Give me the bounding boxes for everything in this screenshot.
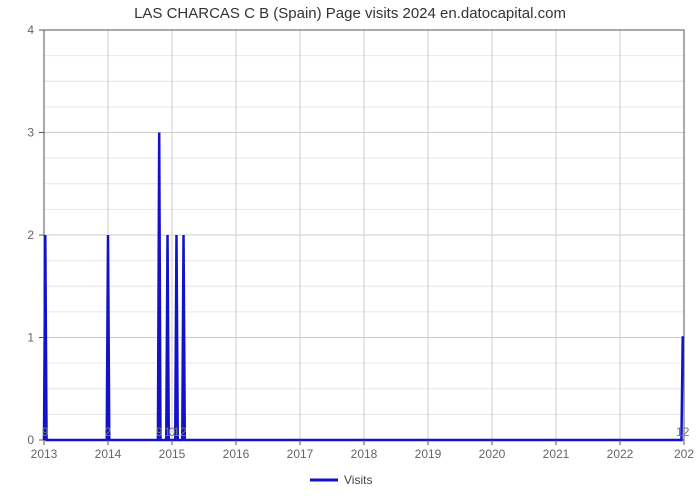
- chart-container: { "chart": { "type": "line", "title": "L…: [0, 0, 700, 500]
- y-tick-label: 1: [27, 331, 34, 345]
- value-label: 9: [156, 425, 163, 439]
- y-tick-label: 3: [27, 126, 34, 140]
- chart-title: LAS CHARCAS C B (Spain) Page visits 2024…: [134, 5, 566, 22]
- x-tick-label: 2014: [95, 447, 122, 461]
- y-tick-label: 0: [27, 433, 34, 447]
- x-tick-label: 2022: [607, 447, 634, 461]
- x-tick-label: 2017: [287, 447, 314, 461]
- line-chart: 0123420132014201520162017201820192020202…: [0, 0, 700, 500]
- value-label: 2: [180, 425, 187, 439]
- value-label: 1: [173, 425, 180, 439]
- legend-label: Visits: [344, 473, 372, 487]
- y-tick-label: 2: [27, 228, 34, 242]
- x-tick-label: 2016: [223, 447, 250, 461]
- x-tick-label: 2015: [159, 447, 186, 461]
- y-tick-label: 4: [27, 23, 34, 37]
- value-label: 12: [676, 425, 690, 439]
- x-tick-label: 2013: [31, 447, 58, 461]
- x-tick-label: 2020: [479, 447, 506, 461]
- x-tick-label: 202: [674, 447, 694, 461]
- x-tick-label: 2021: [543, 447, 570, 461]
- value-label: 9: [42, 425, 49, 439]
- value-label: 2: [105, 425, 112, 439]
- x-tick-label: 2019: [415, 447, 442, 461]
- x-tick-label: 2018: [351, 447, 378, 461]
